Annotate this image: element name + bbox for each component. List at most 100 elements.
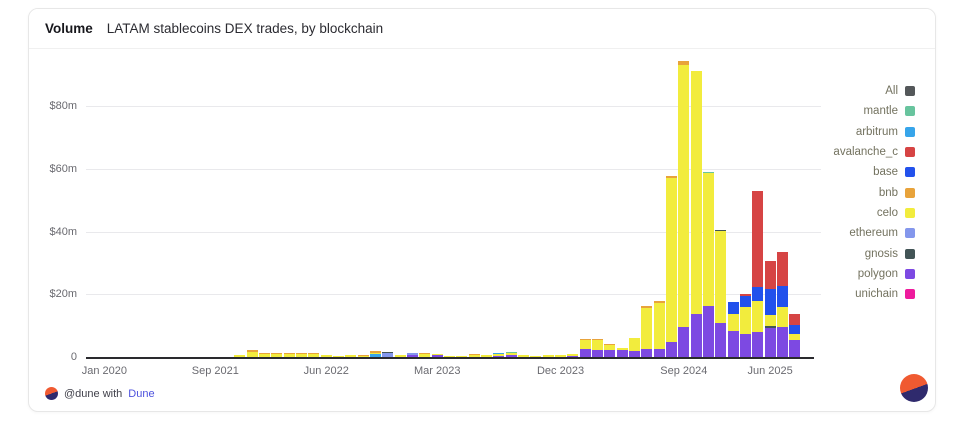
legend-item-unichain[interactable]: unichain xyxy=(833,284,915,304)
bar[interactable] xyxy=(641,305,653,357)
legend-item-all[interactable]: All xyxy=(833,81,915,101)
bar-segment-celo xyxy=(308,354,320,357)
x-axis-tick-label: Jan 2020 xyxy=(81,365,127,377)
bar[interactable] xyxy=(764,261,776,357)
bar-segment-ethereum xyxy=(382,353,394,357)
bar-segment-celo xyxy=(468,355,480,357)
bar[interactable] xyxy=(666,176,677,357)
bar[interactable] xyxy=(776,251,788,357)
legend-label: polygon xyxy=(857,267,898,280)
bar[interactable] xyxy=(333,356,345,357)
legend-item-celo[interactable]: celo xyxy=(833,203,915,223)
dune-logo-icon xyxy=(45,387,58,400)
legend-item-avalanche_c[interactable]: avalanche_c xyxy=(833,142,915,162)
legend-item-base[interactable]: base xyxy=(833,162,915,182)
bar-segment-bnb xyxy=(370,350,382,353)
bar[interactable] xyxy=(579,338,591,357)
bar-segment-polygon xyxy=(641,348,653,357)
bar-segment-celo xyxy=(555,355,567,357)
bar[interactable] xyxy=(542,355,554,357)
bar[interactable] xyxy=(407,352,419,357)
legend-label: mantle xyxy=(863,105,898,118)
bar-segment-polygon xyxy=(739,334,751,357)
bar[interactable] xyxy=(653,300,665,357)
legend-swatch-icon xyxy=(905,86,915,97)
bar[interactable] xyxy=(690,71,702,357)
bar-segment-celo xyxy=(530,356,542,357)
dune-link[interactable]: Dune xyxy=(128,387,155,400)
bar-segment-polygon xyxy=(690,313,702,357)
bar[interactable] xyxy=(616,347,628,357)
bar[interactable] xyxy=(370,350,382,357)
bar[interactable] xyxy=(308,353,320,357)
bar[interactable] xyxy=(283,352,295,357)
bar-segment-bnb xyxy=(653,300,665,304)
bar-segment-base xyxy=(764,288,776,315)
bar[interactable] xyxy=(505,351,517,357)
bar[interactable] xyxy=(518,355,530,357)
bar[interactable] xyxy=(752,191,764,357)
bar[interactable] xyxy=(296,352,308,357)
bar[interactable] xyxy=(555,355,567,357)
bar-segment-celo xyxy=(444,356,456,357)
bar-segment-celo xyxy=(666,177,677,342)
legend-item-arbitrum[interactable]: arbitrum xyxy=(833,122,915,142)
bar[interactable] xyxy=(481,355,493,357)
bar-segment-celo xyxy=(518,355,530,357)
bar[interactable] xyxy=(246,350,258,357)
legend-item-polygon[interactable]: polygon xyxy=(833,264,915,284)
bar[interactable] xyxy=(394,355,406,357)
bar[interactable] xyxy=(493,353,505,357)
bar-segment-celo xyxy=(246,351,258,357)
bar[interactable] xyxy=(456,356,468,357)
bar[interactable] xyxy=(357,354,369,357)
legend-item-ethereum[interactable]: ethereum xyxy=(833,223,915,243)
bar[interactable] xyxy=(727,302,739,357)
bar[interactable] xyxy=(567,354,579,357)
bar[interactable] xyxy=(271,352,283,357)
bar[interactable] xyxy=(259,352,271,357)
legend-label: bnb xyxy=(878,186,898,199)
bar[interactable] xyxy=(703,171,714,357)
dune-watermark-icon xyxy=(900,374,928,402)
bar-segment-celo xyxy=(419,354,431,357)
bar-segment-celo xyxy=(641,308,653,349)
legend-item-bnb[interactable]: bnb xyxy=(833,182,915,202)
bar[interactable] xyxy=(382,352,394,357)
bar[interactable] xyxy=(431,353,443,357)
bar-segment-celo xyxy=(370,352,382,354)
chart-card: Volume LATAM stablecoins DEX trades, by … xyxy=(28,8,936,412)
bar[interactable] xyxy=(468,354,480,357)
bar-segment-celo xyxy=(604,344,616,350)
bar[interactable] xyxy=(715,229,727,357)
bar-segment-base xyxy=(789,325,801,335)
legend-label: celo xyxy=(876,206,898,219)
bar[interactable] xyxy=(592,338,604,357)
bar[interactable] xyxy=(678,60,690,357)
bar[interactable] xyxy=(320,355,332,357)
legend-swatch-icon xyxy=(905,106,915,117)
bar-segment-base xyxy=(776,285,788,308)
bar[interactable] xyxy=(444,356,456,357)
bar[interactable] xyxy=(604,343,616,357)
legend-swatch-icon xyxy=(905,268,915,279)
bar-segment-mantle xyxy=(703,171,714,173)
chart-subtitle: LATAM stablecoins DEX trades, by blockch… xyxy=(106,21,384,36)
bar-segment-polygon xyxy=(493,355,505,357)
chart-title: Volume xyxy=(45,21,93,36)
bar-segment-celo xyxy=(283,353,295,357)
bar-segment-celo xyxy=(715,231,727,323)
bar-segment-polygon xyxy=(616,349,628,357)
chart-plot: $80m $60m $40m $20m 0 Jan 2020 Sep 2021 Jun 202… xyxy=(29,47,849,395)
legend-item-mantle[interactable]: mantle xyxy=(833,101,915,121)
bar[interactable] xyxy=(789,314,801,357)
bar[interactable] xyxy=(530,356,542,357)
bar[interactable] xyxy=(739,293,751,357)
bar[interactable] xyxy=(234,355,246,357)
bar[interactable] xyxy=(419,353,431,357)
bar[interactable] xyxy=(629,337,641,357)
legend-item-gnosis[interactable]: gnosis xyxy=(833,243,915,263)
bar-segment-polygon xyxy=(715,322,727,357)
bar-segment-polygon xyxy=(789,340,801,357)
bar[interactable] xyxy=(345,355,357,357)
